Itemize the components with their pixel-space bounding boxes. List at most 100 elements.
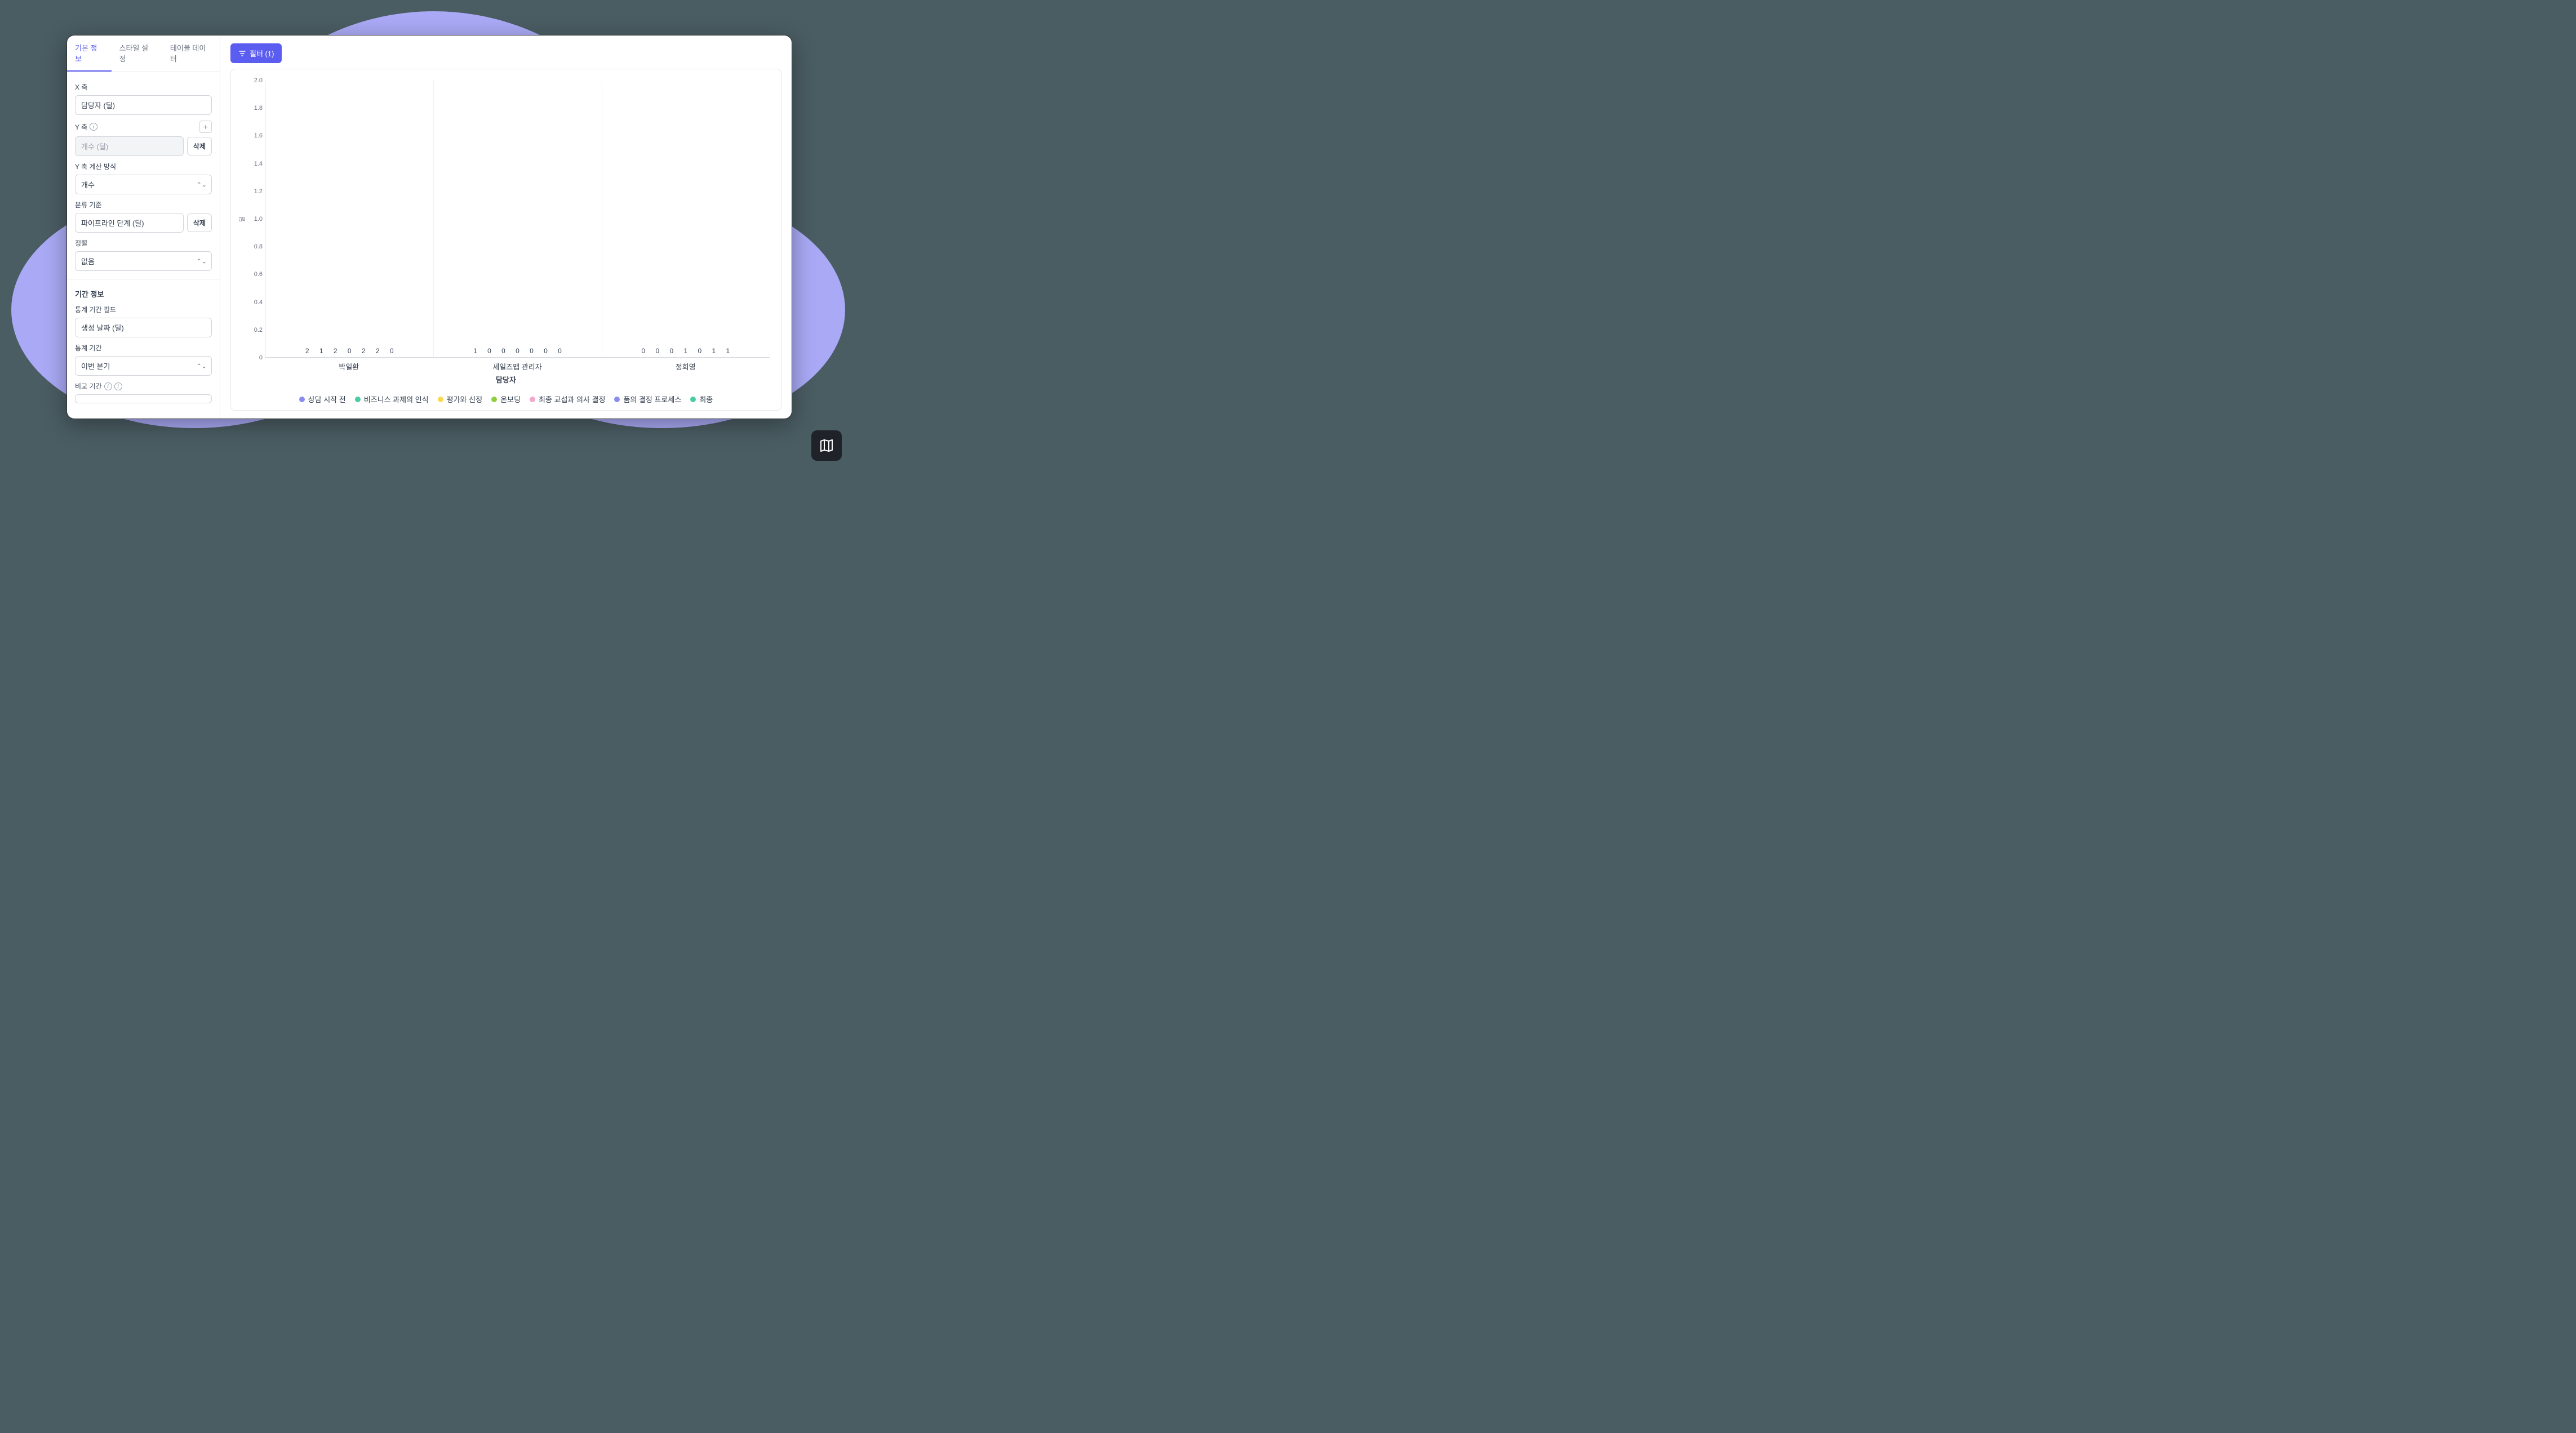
period-value: 이번 분기 xyxy=(81,362,110,371)
x-axis-label: X 축 xyxy=(75,82,212,92)
sort-label: 정렬 xyxy=(75,238,212,248)
x-category-label: 세일즈맵 관리자 xyxy=(433,361,602,372)
bar-value-label: 0 xyxy=(698,347,701,355)
legend-item[interactable]: 온보딩 xyxy=(491,394,521,404)
delete-groupby-button[interactable]: 삭제 xyxy=(187,213,212,232)
y-axis-label-text: Y 축 xyxy=(75,122,87,132)
legend-item[interactable]: 최종 교섭과 의사 결정 xyxy=(530,394,605,404)
info-icon[interactable]: i xyxy=(90,123,97,131)
bar-value-label: 0 xyxy=(669,347,673,355)
legend-item[interactable]: 품의 결정 프로세스 xyxy=(614,394,681,404)
legend-dot xyxy=(491,397,497,402)
sidebar-tabs: 기본 정보 스타일 설정 테이블 데이터 xyxy=(67,35,220,72)
info-icon[interactable]: i xyxy=(104,382,112,390)
y-tick: 0.8 xyxy=(254,243,263,250)
bar-value-label: 0 xyxy=(348,347,352,355)
legend-item[interactable]: 최종 xyxy=(690,394,713,404)
period-section-label: 기간 정보 xyxy=(75,288,212,299)
bar-value-label: 0 xyxy=(655,347,659,355)
y-tick: 2.0 xyxy=(254,77,263,84)
config-panel: X 축 담당자 (딜) Y 축 i + 개수 (딜) 삭제 Y 축 계산 방식 … xyxy=(67,72,220,419)
y-axis-label: Y 축 i + xyxy=(75,121,212,133)
legend-item[interactable]: 비즈니스 과제의 인식 xyxy=(355,394,429,404)
info-icon[interactable]: i xyxy=(114,382,122,390)
period-label: 통계 기간 xyxy=(75,343,212,353)
y-axis-input[interactable]: 개수 (딜) xyxy=(75,136,184,156)
bar-value-label: 0 xyxy=(501,347,505,355)
period-select[interactable]: 이번 분기 ⌃⌄ xyxy=(75,356,212,376)
bar-value-label: 2 xyxy=(376,347,380,355)
tab-style[interactable]: 스타일 설정 xyxy=(112,35,162,72)
legend-dot xyxy=(299,397,305,402)
y-tick: 0.6 xyxy=(254,271,263,278)
tab-basic-info[interactable]: 기본 정보 xyxy=(67,35,112,72)
legend-item[interactable]: 평가와 선정 xyxy=(438,394,482,404)
chart-legend: 상담 시작 전 비즈니스 과제의 인식 평가와 선정 온보딩 최종 교섭과 의사 결정 품… xyxy=(242,394,770,404)
x-axis-title: 담당자 xyxy=(242,374,770,385)
groupby-label: 분류 기준 xyxy=(75,200,212,210)
bar-value-label: 0 xyxy=(390,347,394,355)
x-category-label: 정희영 xyxy=(601,361,770,372)
period-field-label: 통계 기간 필드 xyxy=(75,305,212,314)
filter-button[interactable]: 필터 (1) xyxy=(230,43,282,63)
compare-label: 비교 기간 i i xyxy=(75,381,212,391)
filter-icon xyxy=(238,50,246,57)
bar-value-label: 2 xyxy=(305,347,309,355)
sort-value: 없음 xyxy=(81,257,95,266)
y-axis-title: 딜 xyxy=(237,216,246,222)
y-calc-select[interactable]: 개수 ⌃⌄ xyxy=(75,175,212,194)
y-tick: 1.0 xyxy=(254,216,263,222)
y-tick: 0.4 xyxy=(254,299,263,306)
chart-plot: 212022010000000001011 xyxy=(265,81,770,358)
legend-label: 최종 교섭과 의사 결정 xyxy=(539,394,605,404)
bar-value-label: 1 xyxy=(712,347,716,355)
x-axis-input[interactable]: 담당자 (딜) xyxy=(75,95,212,115)
y-calc-label: Y 축 계산 방식 xyxy=(75,162,212,171)
legend-label: 평가와 선정 xyxy=(447,394,482,404)
tab-table-data[interactable]: 테이블 데이터 xyxy=(162,35,220,72)
bar-value-label: 0 xyxy=(558,347,562,355)
y-tick: 1.4 xyxy=(254,161,263,167)
x-labels: 박일환세일즈맵 관리자정희영 xyxy=(265,361,770,372)
groupby-input[interactable]: 파이프라인 단계 (딜) xyxy=(75,213,184,233)
legend-item[interactable]: 상담 시작 전 xyxy=(299,394,346,404)
gridline xyxy=(433,81,434,357)
bar-value-label: 1 xyxy=(473,347,477,355)
chevron-icon: ⌃⌄ xyxy=(197,362,207,370)
legend-label: 비즈니스 과제의 인식 xyxy=(364,394,429,404)
legend-dot xyxy=(355,397,361,402)
y-tick: 1.2 xyxy=(254,188,263,195)
bar-value-label: 2 xyxy=(334,347,337,355)
legend-label: 품의 결정 프로세스 xyxy=(623,394,681,404)
sort-select[interactable]: 없음 ⌃⌄ xyxy=(75,251,212,271)
bar-value-label: 0 xyxy=(516,347,519,355)
y-tick: 1.8 xyxy=(254,105,263,112)
chevron-icon: ⌃⌄ xyxy=(197,257,207,265)
bar-value-label: 0 xyxy=(544,347,548,355)
legend-label: 온보딩 xyxy=(500,394,521,404)
period-field-input[interactable]: 생성 날짜 (딜) xyxy=(75,318,212,337)
chart-container: 딜 0 0.2 0.4 0.6 0.8 1.0 1.2 1.4 1.6 1.8 2.0 2 1 2 0 2 2… xyxy=(230,69,781,411)
bar-value-label: 0 xyxy=(487,347,491,355)
brand-badge[interactable] xyxy=(811,430,842,461)
y-axis: 딜 00.20.40.60.81.01.21.41.61.82.0 xyxy=(242,81,265,358)
add-y-axis-button[interactable]: + xyxy=(199,121,212,133)
filter-label: 필터 (1) xyxy=(250,48,274,59)
y-tick: 1.6 xyxy=(254,132,263,139)
bar-value-label: 0 xyxy=(641,347,645,355)
app-window: 기본 정보 스타일 설정 테이블 데이터 X 축 담당자 (딜) Y 축 i +… xyxy=(66,35,792,419)
config-sidebar: 기본 정보 스타일 설정 테이블 데이터 X 축 담당자 (딜) Y 축 i +… xyxy=(67,35,220,419)
x-category-label: 박일환 xyxy=(265,361,433,372)
bar-value-label: 1 xyxy=(683,347,687,355)
legend-dot xyxy=(438,397,443,402)
bar-value-label: 1 xyxy=(319,347,323,355)
legend-dot xyxy=(530,397,535,402)
y-tick: 0 xyxy=(259,354,263,361)
main-area: 필터 (1) 딜 0 0.2 0.4 0.6 0.8 1.0 1.2 1.4 1.6 1.8 2.0… xyxy=(220,35,792,419)
compare-input[interactable] xyxy=(75,394,212,403)
legend-dot xyxy=(690,397,696,402)
delete-y-axis-button[interactable]: 삭제 xyxy=(187,137,212,155)
legend-label: 최종 xyxy=(699,394,713,404)
y-tick: 0.2 xyxy=(254,327,263,333)
bar-value-label: 2 xyxy=(362,347,366,355)
